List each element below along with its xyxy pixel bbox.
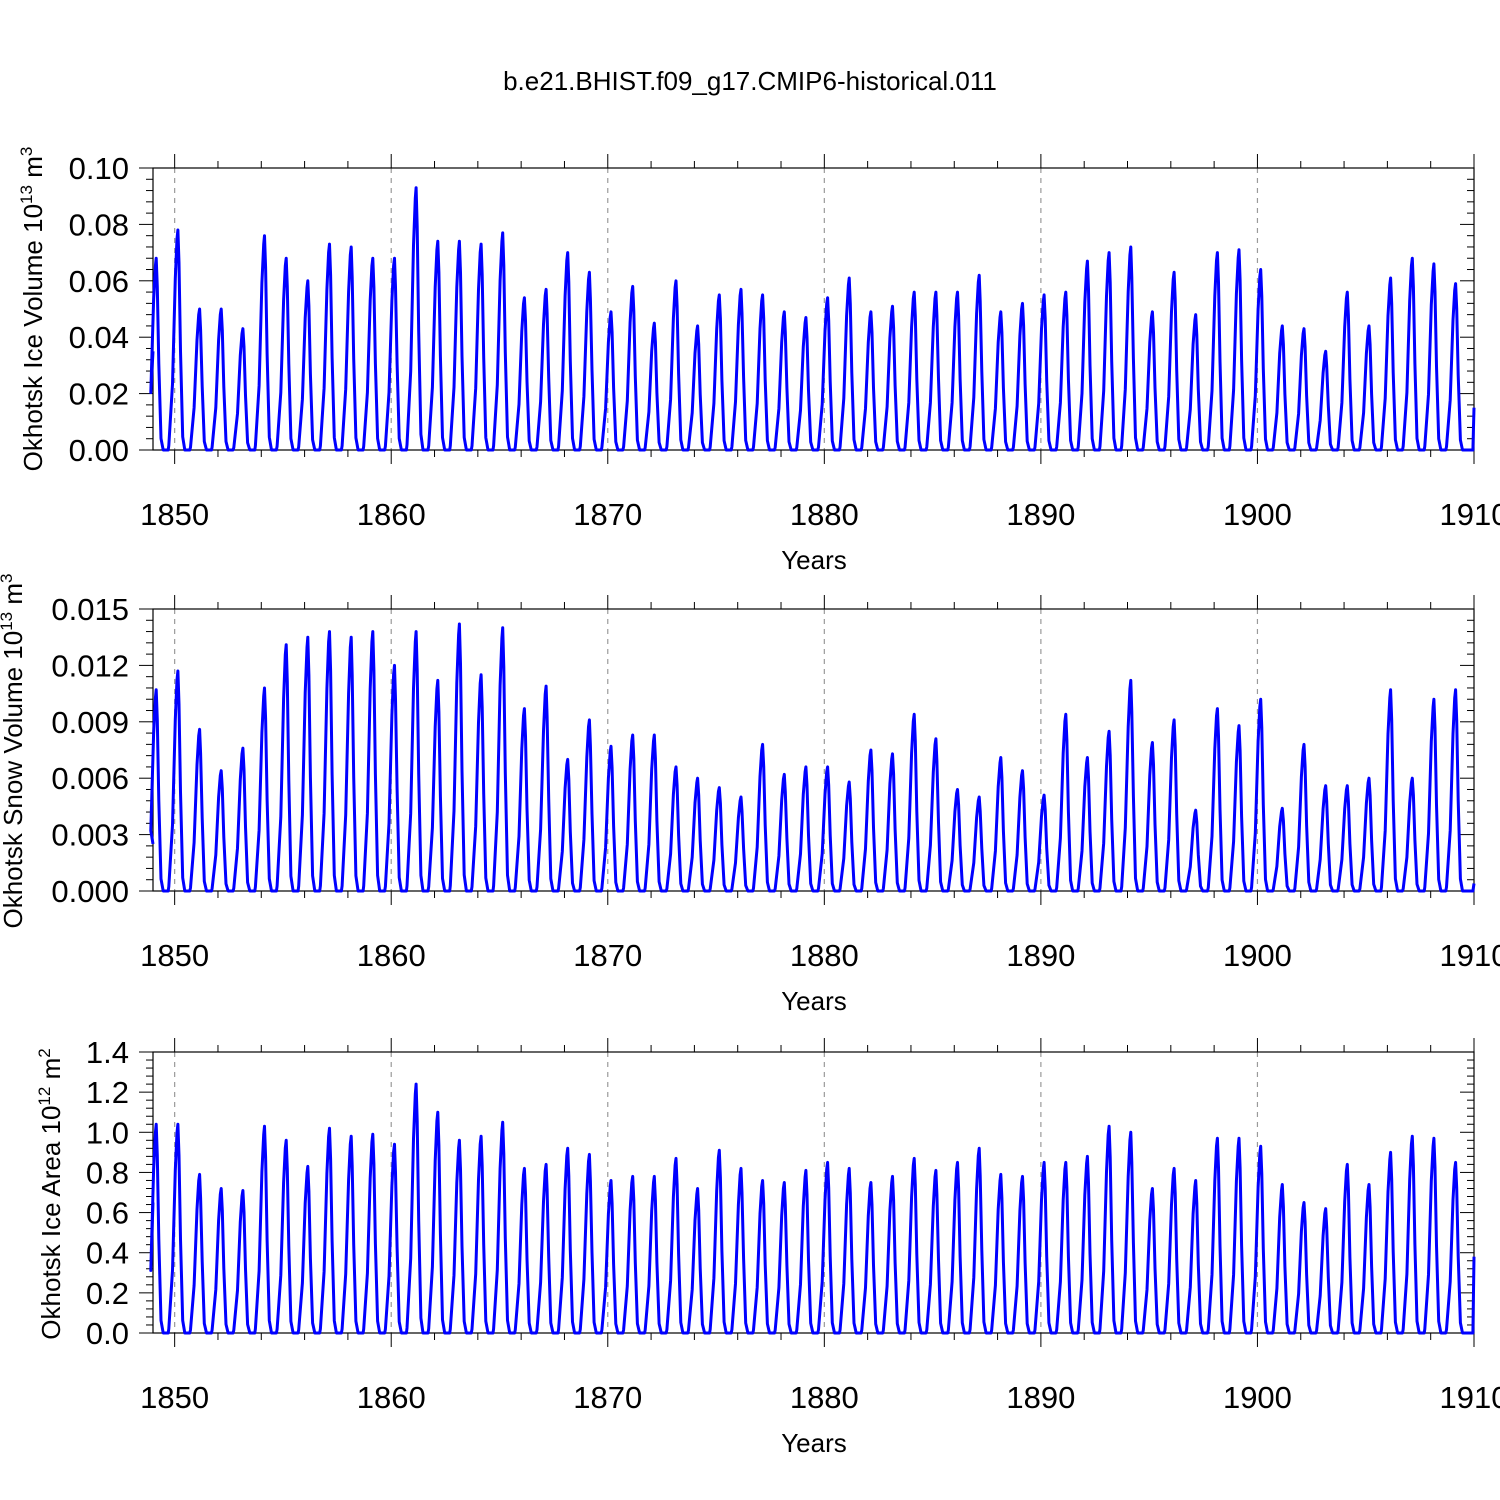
x-tick-label: 1890: [1006, 1380, 1075, 1415]
y-tick-label: 0.00: [69, 433, 129, 468]
y-tick-label: 0.012: [51, 648, 129, 683]
y-tick-label: 0.8: [86, 1155, 129, 1190]
x-tick-label: 1910: [1440, 497, 1500, 532]
x-tick-label: 1890: [1006, 497, 1075, 532]
y-tick-label: 0.015: [51, 592, 129, 627]
x-tick-label: 1880: [790, 938, 859, 973]
x-tick-label: 1900: [1223, 497, 1292, 532]
y-axis-label: Okhotsk Ice Area 1012 m2: [35, 1048, 66, 1339]
x-tick-label: 1850: [140, 938, 209, 973]
x-tick-label: 1900: [1223, 938, 1292, 973]
panel-snow-volume: Okhotsk Snow Volume 1013 m3 Years 1850 18…: [0, 574, 1500, 1017]
y-tick-label: 0.2: [86, 1276, 129, 1311]
series-line: [149, 186, 1476, 452]
y-tick-label: 0.003: [51, 818, 129, 853]
y-tick-label: 0.4: [86, 1236, 129, 1271]
x-tick-label: 1860: [357, 1380, 426, 1415]
x-tick-label: 1860: [357, 497, 426, 532]
x-tick-label: 1850: [140, 497, 209, 532]
panel-ice-volume: Okhotsk Ice Volume 1013 m3 Years 1850 186…: [17, 147, 1500, 575]
x-axis-label: Years: [781, 1428, 847, 1458]
x-tick-label: 1900: [1223, 1380, 1292, 1415]
x-tick-label: 1910: [1440, 1380, 1500, 1415]
y-tick-label: 1.2: [86, 1075, 129, 1110]
y-tick-label: 0.06: [69, 264, 129, 299]
y-tick-label: 1.4: [86, 1035, 129, 1070]
y-tick-label: 0.10: [69, 151, 129, 186]
y-tick-label: 0.009: [51, 705, 129, 740]
y-tick-label: 0.000: [51, 874, 129, 909]
panel-ice-area: Okhotsk Ice Area 1012 m2 Years 1850 1860 1…: [35, 1035, 1500, 1458]
x-axis-label: Years: [781, 986, 847, 1016]
y-tick-label: 0.04: [69, 320, 129, 355]
x-tick-label: 1880: [790, 497, 859, 532]
y-axis-label: Okhotsk Ice Volume 1013 m3: [17, 147, 48, 472]
x-tick-label: 1860: [357, 938, 426, 973]
y-axis-label: Okhotsk Snow Volume 1013 m3: [0, 574, 28, 929]
x-tick-label: 1850: [140, 1380, 209, 1415]
x-tick-label: 1910: [1440, 938, 1500, 973]
x-tick-label: 1870: [573, 938, 642, 973]
x-tick-label: 1870: [573, 497, 642, 532]
y-tick-label: 0.6: [86, 1196, 129, 1231]
x-tick-label: 1870: [573, 1380, 642, 1415]
y-tick-label: 0.08: [69, 207, 129, 242]
y-tick-label: 1.0: [86, 1115, 129, 1150]
y-tick-label: 0.0: [86, 1316, 129, 1351]
x-tick-label: 1880: [790, 1380, 859, 1415]
chart-title: b.e21.BHIST.f09_g17.CMIP6-historical.011: [503, 66, 997, 96]
series-line: [149, 1082, 1476, 1335]
x-axis-label: Years: [781, 545, 847, 575]
y-tick-label: 0.006: [51, 761, 129, 796]
series-line: [149, 622, 1476, 893]
y-tick-label: 0.02: [69, 377, 129, 412]
x-tick-label: 1890: [1006, 938, 1075, 973]
